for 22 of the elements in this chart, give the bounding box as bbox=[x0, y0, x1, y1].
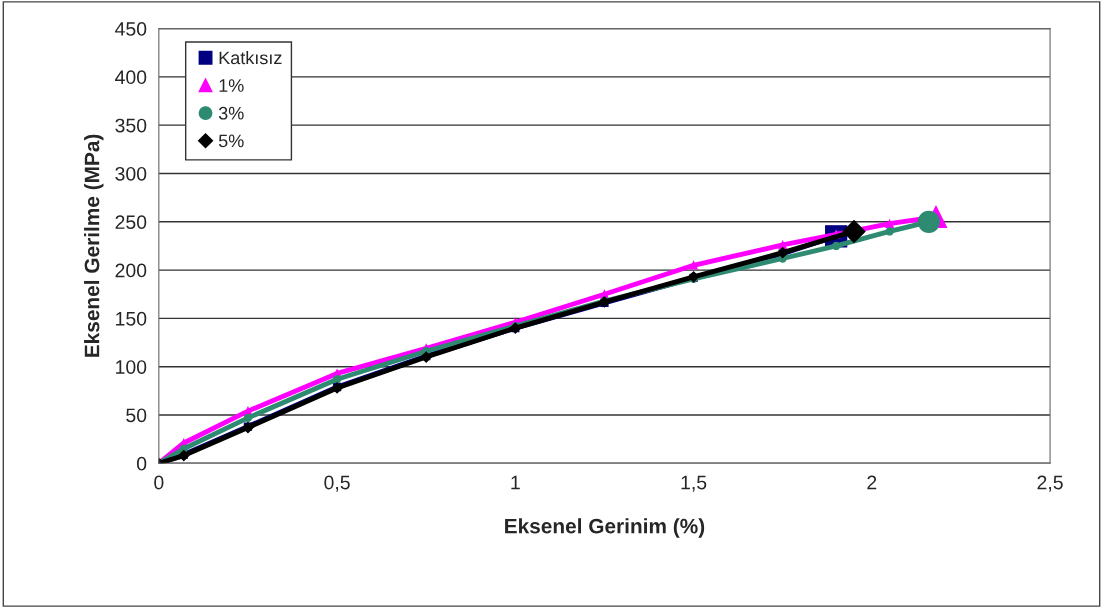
y-tick-label: 200 bbox=[115, 263, 147, 278]
legend-label: Katkısız bbox=[219, 50, 282, 65]
y-tick-label: 400 bbox=[115, 70, 147, 85]
y-tick-label: 100 bbox=[116, 360, 147, 374]
x-tick-label: 0 bbox=[154, 475, 164, 490]
x-tick-label: 2 bbox=[867, 475, 877, 490]
x-axis-title: Eksenel Gerinim (%) bbox=[505, 518, 705, 538]
legend-label: 3% bbox=[218, 106, 244, 120]
legend-label: 1% bbox=[219, 79, 244, 92]
y-tick-label: 0 bbox=[136, 456, 147, 471]
x-tick-label: 1,5 bbox=[681, 475, 707, 492]
x-tick-label: 2,5 bbox=[1037, 475, 1063, 492]
y-axis-title: Eksenel Gerilme (MPa) bbox=[84, 134, 104, 357]
y-tick-label: 450 bbox=[115, 22, 147, 36]
x-tick-label: 0,5 bbox=[324, 475, 350, 492]
y-tick-label: 50 bbox=[126, 408, 147, 423]
y-tick-label: 250 bbox=[115, 215, 147, 230]
y-tick-label: 150 bbox=[116, 311, 147, 326]
y-tick-label: 300 bbox=[115, 166, 147, 181]
x-tick-label: 1 bbox=[511, 475, 520, 490]
legend-label: 5% bbox=[218, 134, 244, 148]
y-tick-label: 350 bbox=[115, 118, 147, 133]
